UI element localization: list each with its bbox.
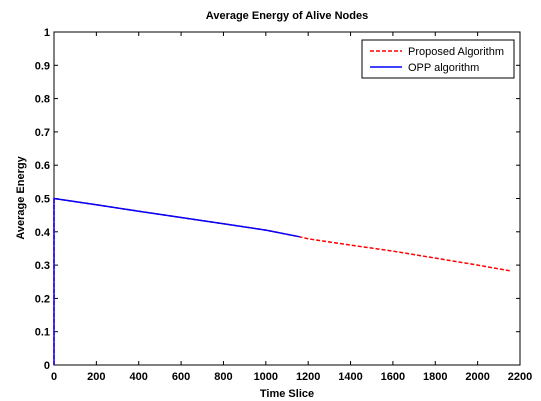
- chart-title: Average Energy of Alive Nodes: [206, 10, 368, 22]
- y-tick-label: 1: [44, 27, 50, 39]
- x-tick-label: 1400: [338, 371, 362, 383]
- ticks: 0 200 400 600 800 1000 1200 1400 1600 1800 2000 220…: [35, 27, 533, 383]
- y-tick-label: 0.1: [35, 327, 50, 339]
- x-tick-label: 2200: [508, 371, 532, 383]
- y-tick-label: 0.4: [35, 227, 51, 239]
- legend-label: Proposed Algorithm: [408, 46, 504, 58]
- x-tick-label: 1600: [381, 371, 405, 383]
- x-tick-label: 200: [87, 371, 105, 383]
- series-line-2: [53, 197, 300, 365]
- x-tick-label: 800: [214, 371, 232, 383]
- legend-box: [361, 39, 515, 79]
- x-tick-label: 1200: [296, 371, 320, 383]
- x-tick-label: 1800: [423, 371, 447, 383]
- y-tick-label: 0.8: [35, 94, 50, 106]
- y-tick-label: 0: [44, 360, 50, 372]
- y-tick-label: 0.7: [35, 127, 50, 139]
- legend: Proposed Algorithm OPP algorithm: [361, 39, 515, 79]
- x-tick-label: 600: [172, 371, 190, 383]
- x-axis-label: Time Slice: [260, 388, 314, 400]
- y-axis-label: Average Energy: [15, 155, 27, 239]
- x-tick-label: 2000: [465, 371, 489, 383]
- y-tick-label: 0.5: [35, 194, 50, 206]
- x-tick-label: 400: [130, 371, 148, 383]
- series-lines: [53, 197, 512, 365]
- x-tick-label: 0: [51, 371, 57, 383]
- plot-area: [53, 31, 521, 366]
- x-tick-label: 1000: [254, 371, 278, 383]
- y-tick-label: 0.9: [35, 60, 50, 72]
- y-tick-label: 0.2: [35, 293, 50, 305]
- legend-label: OPP algorithm: [408, 62, 479, 74]
- y-tick-label: 0.6: [35, 160, 50, 172]
- y-tick-label: 0.3: [35, 260, 50, 272]
